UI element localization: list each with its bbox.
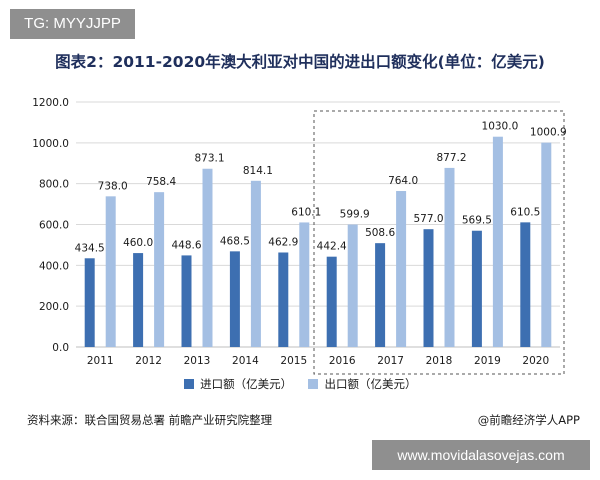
y-tick-label: 0.0 bbox=[52, 342, 69, 354]
data-label-export: 877.2 bbox=[436, 152, 466, 164]
data-label-import: 442.4 bbox=[317, 241, 347, 253]
x-tick-label: 2020 bbox=[522, 355, 549, 367]
x-tick-label: 2011 bbox=[87, 355, 114, 367]
y-tick-label: 600.0 bbox=[39, 220, 69, 232]
y-tick-label: 800.0 bbox=[39, 179, 69, 191]
data-label-import: 468.5 bbox=[220, 235, 250, 247]
bar-import bbox=[375, 243, 386, 347]
legend-swatch-import bbox=[183, 379, 194, 389]
highlight-range-box bbox=[313, 110, 565, 375]
x-tick-label: 2015 bbox=[280, 355, 307, 367]
x-tick-label: 2018 bbox=[426, 355, 453, 367]
legend-label-import: 进口额（亿美元） bbox=[200, 377, 293, 391]
chart-title: 图表2：2011-2020年澳大利亚对中国的进出口额变化(单位：亿美元) bbox=[55, 53, 545, 71]
legend-label-export: 出口额（亿美元） bbox=[324, 377, 417, 391]
legend-item-export: 出口额（亿美元） bbox=[307, 376, 417, 392]
data-label-export: 873.1 bbox=[194, 153, 224, 165]
data-label-import: 610.5 bbox=[510, 206, 540, 218]
bar-export bbox=[444, 167, 455, 347]
watermark-url: www.movidalasovejas.com bbox=[372, 440, 590, 470]
y-tick-label: 1000.0 bbox=[32, 138, 69, 150]
legend-swatch-export bbox=[307, 379, 318, 389]
data-label-export: 1030.0 bbox=[482, 121, 519, 133]
data-label-import: 569.5 bbox=[462, 215, 492, 227]
data-label-export: 610.1 bbox=[291, 206, 321, 218]
data-label-import: 460.0 bbox=[123, 237, 153, 249]
legend-item-import: 进口额（亿美元） bbox=[183, 376, 293, 392]
bar-import bbox=[181, 255, 192, 347]
y-tick-label: 1200.0 bbox=[32, 97, 69, 109]
data-label-import: 577.0 bbox=[413, 213, 443, 225]
bar-import bbox=[471, 230, 482, 347]
y-tick-label: 200.0 bbox=[39, 301, 69, 313]
bar-import bbox=[278, 252, 289, 347]
x-tick-label: 2019 bbox=[474, 355, 501, 367]
data-label-import: 448.6 bbox=[171, 239, 201, 251]
x-tick-label: 2012 bbox=[135, 355, 162, 367]
bar-export bbox=[541, 142, 552, 347]
bar-import bbox=[229, 251, 240, 347]
bar-export bbox=[154, 192, 165, 347]
x-tick-label: 2016 bbox=[329, 355, 356, 367]
x-tick-label: 2013 bbox=[184, 355, 211, 367]
bar-export bbox=[250, 180, 261, 347]
bar-import bbox=[84, 258, 95, 347]
bar-import bbox=[520, 222, 531, 347]
data-label-export: 1000.9 bbox=[530, 127, 567, 139]
bar-export bbox=[492, 136, 503, 347]
data-label-export: 599.9 bbox=[340, 209, 370, 221]
bar-export bbox=[202, 168, 213, 347]
bar-import bbox=[133, 253, 144, 347]
data-label-export: 764.0 bbox=[388, 175, 418, 187]
source-note: 资料来源：联合国贸易总署 前瞻产业研究院整理 bbox=[27, 413, 273, 427]
bar-import bbox=[326, 256, 337, 347]
brand-credit: @前瞻经济学人APP bbox=[477, 413, 580, 427]
bar-export bbox=[347, 224, 358, 347]
x-tick-label: 2017 bbox=[377, 355, 404, 367]
watermark-tag: TG: MYYJJPP bbox=[10, 9, 135, 39]
x-tick-label: 2014 bbox=[232, 355, 259, 367]
data-label-import: 434.5 bbox=[75, 242, 105, 254]
data-label-import: 462.9 bbox=[268, 236, 298, 248]
data-label-import: 508.6 bbox=[365, 227, 395, 239]
bar-export bbox=[299, 222, 310, 347]
chart-legend: 进口额（亿美元） 出口额（亿美元） bbox=[0, 376, 600, 392]
y-tick-label: 400.0 bbox=[39, 260, 69, 272]
data-label-export: 814.1 bbox=[243, 165, 273, 177]
data-label-export: 738.0 bbox=[98, 180, 128, 192]
data-label-export: 758.4 bbox=[146, 176, 176, 188]
bar-export bbox=[396, 191, 407, 347]
bar-import bbox=[423, 229, 434, 347]
bar-export bbox=[105, 196, 116, 347]
